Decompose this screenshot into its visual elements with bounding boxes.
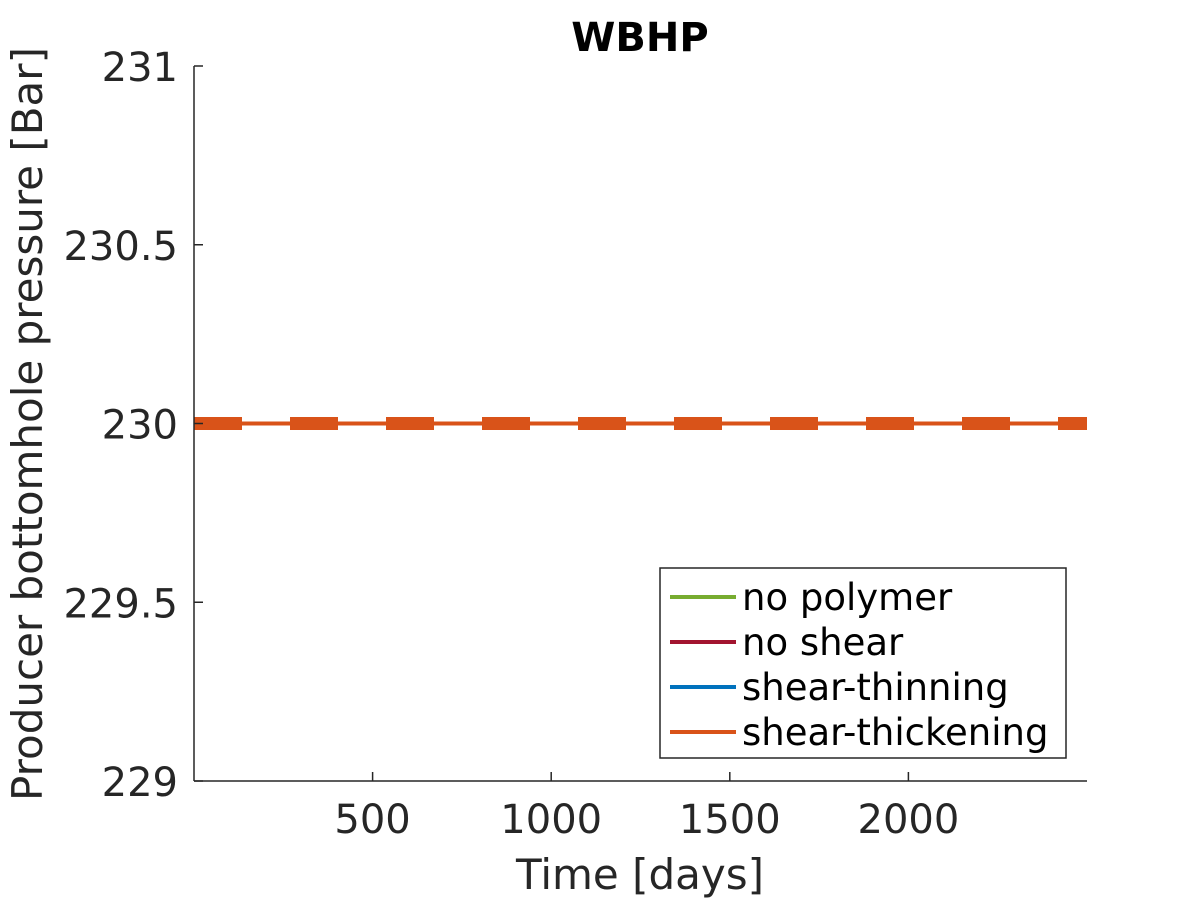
x-tick-label: 500 [334, 797, 410, 843]
y-axis-label: Producer bottomhole pressure [Bar] [3, 47, 52, 801]
x-ticks: 500 1000 1500 2000 [334, 772, 959, 843]
y-tick-label: 230 [102, 403, 178, 449]
legend-label: no shear [742, 621, 904, 664]
x-tick-label: 2000 [858, 797, 960, 843]
y-tick-label: 231 [102, 45, 178, 91]
y-tick-label: 230.5 [63, 224, 178, 270]
y-tick-label: 229 [102, 760, 178, 806]
chart-title: WBHP [571, 15, 708, 61]
x-tick-label: 1000 [500, 797, 602, 843]
legend-box [659, 567, 1067, 759]
x-tick-label: 1500 [679, 797, 781, 843]
legend-label: shear-thinning [742, 666, 1009, 709]
y-tick-label: 229.5 [63, 581, 178, 627]
legend-label: no polymer [742, 576, 953, 619]
x-axis-label: Time [days] [515, 850, 764, 899]
legend-label: shear-thickening [742, 711, 1048, 754]
y-ticks: 229 229.5 230 230.5 231 [63, 45, 203, 806]
